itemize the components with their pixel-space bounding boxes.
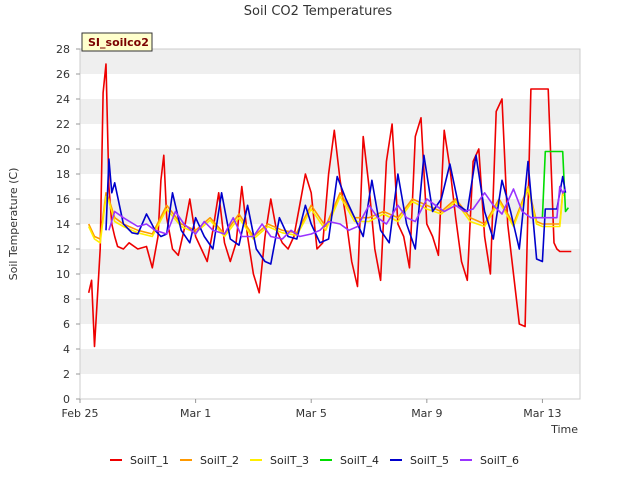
station-badge-box [81, 32, 153, 52]
legend-label-soilt-3: SoilT_3 [270, 454, 309, 467]
y-tick-label: 14 [56, 218, 70, 231]
grid-band [80, 99, 580, 124]
y-tick-label: 20 [56, 143, 70, 156]
x-axis-ticks: Feb 25 Mar 1 Mar 5 Mar 9 Mar 13 [62, 399, 562, 420]
y-tick-label: 28 [56, 43, 70, 56]
station-badge: SI_soilco2 [81, 32, 153, 52]
x-tick-label: Mar 1 [180, 407, 211, 420]
y-axis-label: Soil Temperature (C) [7, 168, 20, 281]
legend-label-soilt-6: SoilT_6 [480, 454, 519, 467]
y-tick-label: 6 [63, 318, 70, 331]
y-tick-label: 10 [56, 268, 70, 281]
grid-band [80, 299, 580, 324]
y-tick-label: 18 [56, 168, 70, 181]
x-tick-label: Mar 5 [296, 407, 327, 420]
grid-band [80, 349, 580, 374]
legend-label-soilt-2: SoilT_2 [200, 454, 239, 467]
x-axis-label: Time [550, 423, 578, 436]
y-tick-label: 4 [63, 343, 70, 356]
station-badge-label: SI_soilco2 [88, 36, 149, 49]
series-lines [87, 63, 572, 348]
legend-label-soilt-5: SoilT_5 [410, 454, 449, 467]
y-tick-label: 0 [63, 393, 70, 406]
y-tick-label: 16 [56, 193, 70, 206]
y-tick-label: 26 [56, 68, 70, 81]
y-tick-label: 24 [56, 93, 70, 106]
legend-label-soilt-1: SoilT_1 [130, 454, 169, 467]
grid-band [80, 249, 580, 274]
legend-label-soilt-4: SoilT_4 [340, 454, 379, 467]
series-line-soilt-1 [87, 63, 572, 348]
legend: SoilT_1 SoilT_2 SoilT_3 SoilT_4 SoilT_5 SoilT… [110, 454, 519, 467]
chart-title: Soil CO2 Temperatures [244, 4, 393, 19]
x-tick-label: Mar 9 [411, 407, 442, 420]
y-tick-label: 8 [63, 293, 70, 306]
series-line-soilt-6 [108, 185, 567, 240]
y-tick-label: 22 [56, 118, 70, 131]
grid-band [80, 49, 580, 74]
x-tick-label: Mar 13 [523, 407, 561, 420]
y-tick-label: 12 [56, 243, 70, 256]
x-tick-label: Feb 25 [62, 407, 99, 420]
y-tick-label: 2 [63, 368, 70, 381]
series-line-soilt-4 [541, 150, 570, 218]
